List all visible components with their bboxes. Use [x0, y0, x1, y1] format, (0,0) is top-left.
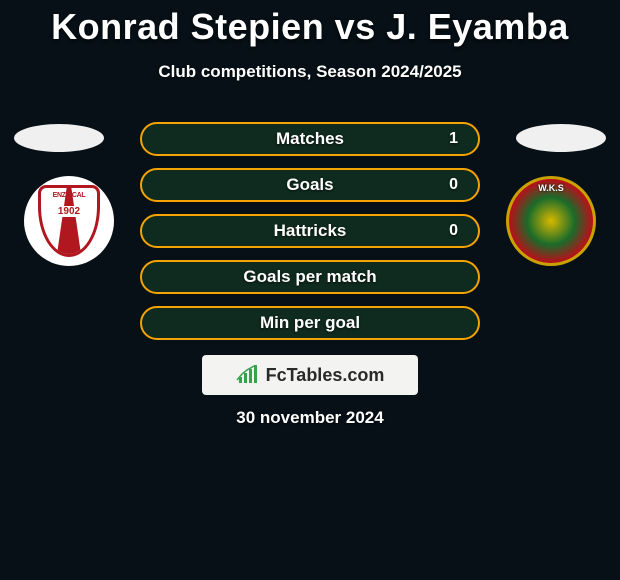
stat-label: Hattricks — [274, 221, 347, 241]
player1-photo-placeholder — [14, 124, 104, 152]
watermark: FcTables.com — [202, 355, 418, 395]
stat-value-player2: 0 — [449, 176, 458, 194]
stat-value-player2: 0 — [449, 222, 458, 240]
stat-value-player2: 1 — [449, 130, 458, 148]
bar-chart-icon — [236, 365, 260, 385]
stat-label: Matches — [276, 129, 344, 149]
club1-year: 1902 — [56, 206, 82, 217]
stat-row: Matches 1 — [140, 122, 480, 156]
watermark-text: FcTables.com — [266, 365, 385, 386]
stat-label: Goals per match — [243, 267, 376, 287]
stats-list: Matches 1 Goals 0 Hattricks 0 Goals per match M… — [140, 122, 480, 352]
stat-row: Hattricks 0 — [140, 214, 480, 248]
player2-club-badge: W.K.S — [506, 176, 596, 266]
page-title: Konrad Stepien vs J. Eyamba — [0, 0, 620, 48]
date-text: 30 november 2024 — [0, 408, 620, 428]
club2-top-text: W.K.S — [509, 183, 593, 193]
player2-photo-placeholder — [516, 124, 606, 152]
stat-label: Min per goal — [260, 313, 360, 333]
club1-top-text: ENZA CAL — [41, 192, 97, 199]
stat-label: Goals — [286, 175, 333, 195]
stat-row: Min per goal — [140, 306, 480, 340]
stat-row: Goals per match — [140, 260, 480, 294]
stat-row: Goals 0 — [140, 168, 480, 202]
player1-club-badge: ENZA CAL 1902 — [24, 176, 114, 266]
page-subtitle: Club competitions, Season 2024/2025 — [0, 62, 620, 82]
